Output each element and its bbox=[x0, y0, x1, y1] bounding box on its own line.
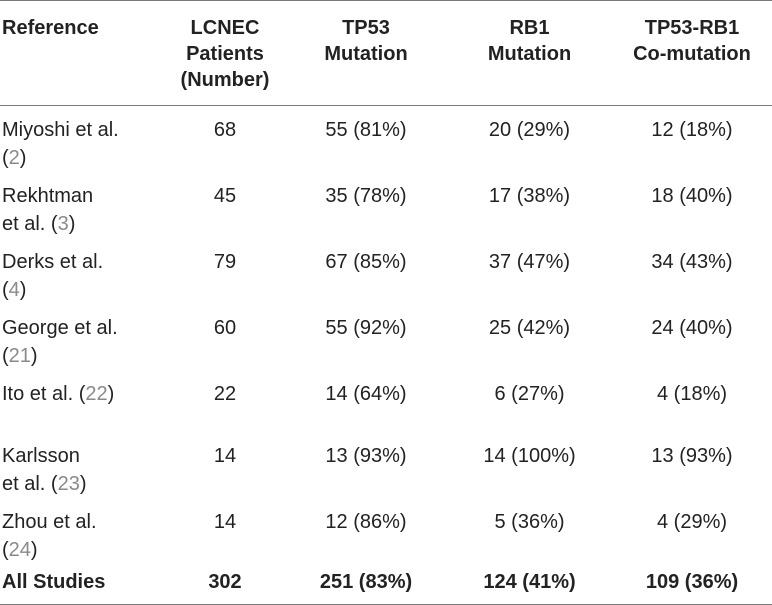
comutation-cell: 24 (40%) bbox=[651, 317, 733, 339]
reference-cell: George et al. (21) bbox=[2, 317, 118, 367]
tp53-cell: 12 (86%) bbox=[325, 511, 407, 533]
header-line: TP53-RB1 bbox=[644, 17, 740, 39]
patients-cell: 45 bbox=[213, 185, 237, 207]
citation-link[interactable]: 3 bbox=[57, 213, 69, 235]
comutation-cell: 13 (93%) bbox=[651, 445, 733, 467]
header-tp53: TP53 Mutation bbox=[285, 1, 447, 106]
rb1-cell: 17 (38%) bbox=[488, 185, 571, 207]
tp53-cell: 14 (64%) bbox=[325, 383, 407, 405]
total-patients: 302 bbox=[208, 571, 242, 593]
reference-cell: Miyoshi et al. (2) bbox=[2, 119, 119, 169]
header-patients: LCNEC Patients (Number) bbox=[165, 1, 285, 106]
tp53-cell: 35 (78%) bbox=[325, 185, 407, 207]
patients-cell: 22 bbox=[213, 383, 237, 405]
header-line: Mutation bbox=[324, 43, 408, 65]
table-row: George et al. (21) 60 55 (92%) 25 (42%) 24 (4… bbox=[0, 304, 772, 370]
reference-authors: Miyoshi et al. bbox=[2, 119, 119, 141]
patients-cell: 79 bbox=[213, 251, 237, 273]
reference-authors: Ito et al. bbox=[2, 383, 79, 405]
header-comutation: TP53-RB1 Co-mutation bbox=[612, 1, 772, 106]
header-line: (Number) bbox=[180, 69, 270, 91]
patients-cell: 68 bbox=[213, 119, 237, 141]
comutation-cell: 4 (29%) bbox=[656, 511, 728, 533]
total-comutation: 109 (36%) bbox=[645, 571, 739, 593]
comutation-cell: 18 (40%) bbox=[651, 185, 733, 207]
reference-etal: et al. bbox=[2, 473, 51, 495]
total-rb1: 124 (41%) bbox=[483, 571, 576, 593]
header-line: LCNEC bbox=[190, 17, 260, 39]
tp53-cell: 13 (93%) bbox=[325, 445, 407, 467]
reference-cell: Derks et al. (4) bbox=[2, 251, 104, 301]
patients-cell: 14 bbox=[213, 511, 237, 533]
total-label: All Studies bbox=[2, 571, 106, 593]
header-line: Co-mutation bbox=[633, 43, 751, 65]
reference-authors: Derks et al. bbox=[2, 251, 104, 273]
citation-link[interactable]: 23 bbox=[57, 473, 80, 495]
tp53-cell: 55 (92%) bbox=[325, 317, 407, 339]
reference-authors: Karlsson bbox=[2, 445, 80, 467]
table-row: Karlsson et al. (23) 14 13 (93%) 14 (100%) 13… bbox=[0, 432, 772, 498]
header-reference: Reference bbox=[0, 1, 165, 106]
total-row: All Studies 302 251 (83%) 124 (41%) 109 … bbox=[0, 564, 772, 604]
reference-etal: et al. bbox=[2, 213, 51, 235]
reference-cell: Ito et al. (22) bbox=[2, 383, 115, 405]
header-line: RB1 bbox=[509, 17, 550, 39]
table-row: Miyoshi et al. (2) 68 55 (81%) 20 (29%) 12 (1… bbox=[0, 106, 772, 173]
header-row: Reference LCNEC Patients (Number) TP53 Muta… bbox=[0, 0, 772, 106]
comutation-cell: 4 (18%) bbox=[656, 383, 728, 405]
tp53-cell: 55 (81%) bbox=[325, 119, 407, 141]
citation-link[interactable]: 2 bbox=[8, 147, 20, 169]
reference-cell: Zhou et al. (24) bbox=[2, 511, 97, 561]
table-body: Miyoshi et al. (2) 68 55 (81%) 20 (29%) 12 (1… bbox=[0, 106, 772, 604]
header-line: TP53 bbox=[342, 17, 390, 39]
patients-cell: 60 bbox=[213, 317, 237, 339]
table-row: Ito et al. (22) 22 14 (64%) 6 (27%) 4 (18%) bbox=[0, 370, 772, 432]
tp53-cell: 67 (85%) bbox=[325, 251, 407, 273]
reference-cell: Karlsson et al. (23) bbox=[2, 445, 87, 495]
rb1-cell: 6 (27%) bbox=[494, 383, 565, 405]
rb1-cell: 5 (36%) bbox=[494, 511, 565, 533]
header-line: Mutation bbox=[487, 43, 572, 65]
header-rb1: RB1 Mutation bbox=[447, 1, 612, 106]
header-line: Patients bbox=[186, 43, 264, 65]
reference-authors: Zhou et al. bbox=[2, 511, 97, 533]
comutation-cell: 12 (18%) bbox=[651, 119, 733, 141]
rb1-cell: 14 (100%) bbox=[483, 445, 576, 467]
reference-cell: Rekhtman et al. (3) bbox=[2, 185, 94, 235]
rb1-cell: 37 (47%) bbox=[488, 251, 571, 273]
table-row: Zhou et al. (24) 14 12 (86%) 5 (36%) 4 (29%) bbox=[0, 498, 772, 564]
citation-link[interactable]: 21 bbox=[8, 345, 31, 367]
patients-cell: 14 bbox=[213, 445, 237, 467]
citation-link[interactable]: 22 bbox=[85, 383, 108, 405]
table-row: Derks et al. (4) 79 67 (85%) 37 (47%) 34 (43%… bbox=[0, 238, 772, 304]
comutation-cell: 34 (43%) bbox=[651, 251, 733, 273]
rb1-cell: 25 (42%) bbox=[488, 317, 571, 339]
rb1-cell: 20 (29%) bbox=[488, 119, 571, 141]
citation-link[interactable]: 4 bbox=[8, 279, 20, 301]
reference-authors: George et al. bbox=[2, 317, 118, 339]
citation-link[interactable]: 24 bbox=[8, 539, 31, 561]
table-row: Rekhtman et al. (3) 45 35 (78%) 17 (38%) 18 (… bbox=[0, 172, 772, 238]
reference-authors: Rekhtman bbox=[2, 185, 94, 207]
header-line: Reference bbox=[2, 17, 99, 39]
total-tp53: 251 (83%) bbox=[319, 571, 413, 593]
